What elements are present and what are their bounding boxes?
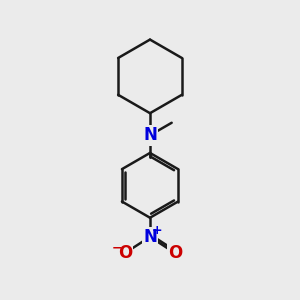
Text: O: O: [168, 244, 182, 262]
Text: +: +: [151, 224, 162, 237]
Text: −: −: [112, 241, 122, 254]
Text: O: O: [118, 244, 132, 262]
Text: N: N: [143, 126, 157, 144]
Text: N: N: [143, 228, 157, 246]
